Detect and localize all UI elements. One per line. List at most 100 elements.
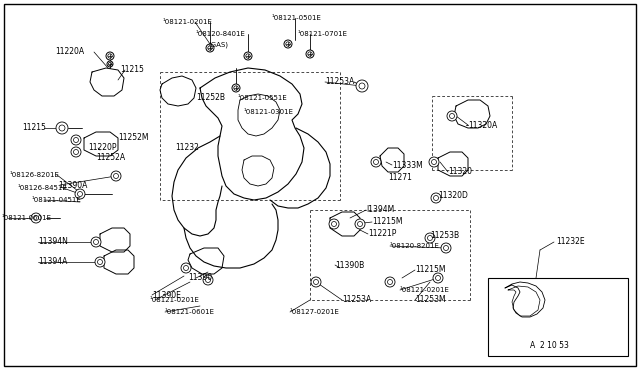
Text: ¹08126-8201E: ¹08126-8201E: [10, 172, 60, 178]
Text: ¹08121-0701E: ¹08121-0701E: [298, 31, 348, 37]
Circle shape: [208, 46, 212, 50]
Circle shape: [433, 273, 443, 283]
Text: 11390E: 11390E: [152, 291, 181, 299]
Circle shape: [95, 257, 105, 267]
Text: 11253B: 11253B: [430, 231, 459, 240]
Circle shape: [329, 219, 339, 229]
Circle shape: [447, 111, 457, 121]
Text: 11232: 11232: [175, 144, 199, 153]
Circle shape: [107, 61, 113, 67]
Text: A  2 10 53: A 2 10 53: [530, 341, 569, 350]
Circle shape: [31, 213, 41, 223]
Text: 11252M: 11252M: [118, 134, 148, 142]
Circle shape: [106, 52, 114, 60]
Circle shape: [234, 86, 238, 90]
Circle shape: [74, 150, 79, 154]
Circle shape: [359, 83, 365, 89]
Text: ¹08121-0601E: ¹08121-0601E: [165, 309, 215, 315]
Text: ¹08121-0601E: ¹08121-0601E: [2, 215, 52, 221]
Circle shape: [286, 42, 290, 46]
Text: 11232E: 11232E: [556, 237, 584, 247]
Text: 11394A: 11394A: [38, 257, 67, 266]
Text: 11215: 11215: [22, 124, 46, 132]
Circle shape: [181, 263, 191, 273]
Text: ¹08120-8201E: ¹08120-8201E: [390, 243, 440, 249]
Circle shape: [97, 260, 102, 264]
Circle shape: [113, 173, 118, 179]
Circle shape: [444, 246, 449, 250]
Text: 11220P: 11220P: [88, 144, 116, 153]
Text: (GAS): (GAS): [208, 42, 228, 48]
Circle shape: [91, 237, 101, 247]
Text: 11252B: 11252B: [196, 93, 225, 103]
Circle shape: [433, 196, 438, 201]
Text: ¹08121-0451E: ¹08121-0451E: [32, 197, 82, 203]
Text: 11221P: 11221P: [368, 230, 396, 238]
Circle shape: [111, 171, 121, 181]
Bar: [488, 278, 628, 356]
Circle shape: [449, 113, 454, 119]
Circle shape: [56, 122, 68, 134]
Text: I1394M: I1394M: [366, 205, 394, 215]
Text: 11220A: 11220A: [55, 48, 84, 57]
Circle shape: [435, 276, 440, 280]
Text: 11253A: 11253A: [342, 295, 371, 305]
Circle shape: [203, 275, 213, 285]
Circle shape: [206, 44, 214, 52]
Circle shape: [311, 277, 321, 287]
Circle shape: [93, 240, 99, 244]
Circle shape: [184, 266, 189, 270]
Circle shape: [306, 50, 314, 58]
Circle shape: [429, 157, 439, 167]
Circle shape: [308, 52, 312, 56]
Circle shape: [74, 138, 79, 142]
Text: 11252A: 11252A: [96, 154, 125, 163]
Circle shape: [431, 160, 436, 164]
Text: 11320: 11320: [448, 167, 472, 176]
Circle shape: [387, 279, 392, 285]
Text: ¹08121-0201E: ¹08121-0201E: [163, 19, 213, 25]
Circle shape: [441, 243, 451, 253]
Circle shape: [108, 54, 112, 58]
Text: ¹08121-0551E: ¹08121-0551E: [238, 95, 288, 101]
Text: 11390A: 11390A: [58, 180, 88, 189]
Circle shape: [385, 277, 395, 287]
Circle shape: [374, 160, 378, 164]
Text: 11390B: 11390B: [335, 260, 364, 269]
Circle shape: [358, 221, 362, 227]
Circle shape: [355, 219, 365, 229]
Text: ¹08120-8401E: ¹08120-8401E: [196, 31, 246, 37]
Circle shape: [71, 147, 81, 157]
Text: ¹08121-0201E: ¹08121-0201E: [150, 297, 200, 303]
Text: ¹08126-8451E: ¹08126-8451E: [18, 185, 68, 191]
Text: 11394N: 11394N: [38, 237, 68, 247]
Circle shape: [71, 135, 81, 145]
Circle shape: [314, 279, 319, 285]
Circle shape: [332, 221, 337, 227]
Text: 11271: 11271: [388, 173, 412, 183]
Text: 11320A: 11320A: [468, 121, 497, 129]
Circle shape: [108, 62, 111, 65]
Text: 11390: 11390: [188, 273, 212, 282]
Circle shape: [371, 157, 381, 167]
Circle shape: [431, 193, 441, 203]
Circle shape: [428, 235, 433, 241]
Circle shape: [59, 125, 65, 131]
Circle shape: [425, 233, 435, 243]
Circle shape: [33, 215, 38, 221]
Text: 11215: 11215: [120, 65, 144, 74]
Text: 11320D: 11320D: [438, 190, 468, 199]
Text: 11215M: 11215M: [372, 218, 403, 227]
Circle shape: [232, 84, 240, 92]
Text: 11253A: 11253A: [325, 77, 355, 87]
Circle shape: [75, 189, 85, 199]
Circle shape: [244, 52, 252, 60]
Text: 11253M: 11253M: [415, 295, 445, 305]
Circle shape: [205, 278, 211, 282]
Text: ¹08121-0201E: ¹08121-0201E: [400, 287, 450, 293]
Circle shape: [284, 40, 292, 48]
Text: 11333M: 11333M: [392, 160, 423, 170]
Text: ¹08127-0201E: ¹08127-0201E: [290, 309, 340, 315]
Circle shape: [356, 80, 368, 92]
Circle shape: [77, 192, 83, 196]
